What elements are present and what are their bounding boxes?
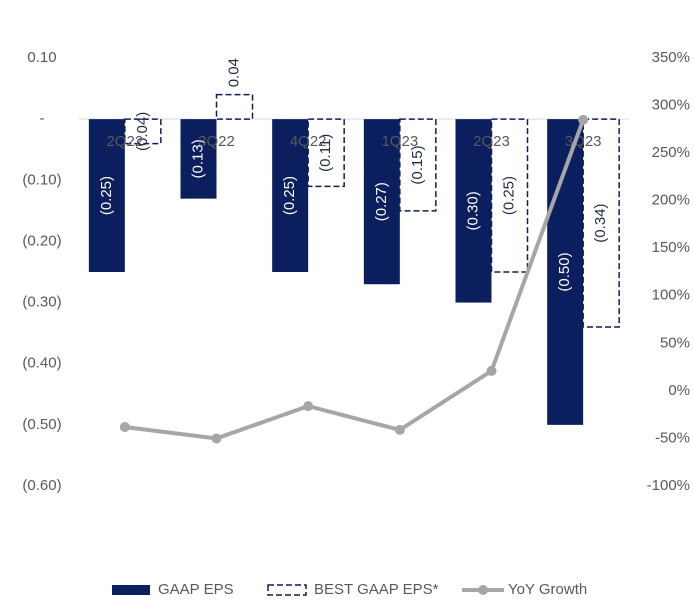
y-tick-label: (0.20) bbox=[22, 232, 61, 249]
y-tick-label: (0.30) bbox=[22, 294, 61, 311]
x-tick-label: 1Q23 bbox=[381, 133, 418, 150]
x-tick-label: 3Q23 bbox=[565, 133, 602, 150]
x-tick-label: 2Q22 bbox=[106, 133, 143, 150]
y2-tick-label: -50% bbox=[655, 429, 690, 446]
point bbox=[394, 424, 405, 435]
data-label: (0.04) bbox=[134, 112, 151, 151]
y-tick-label: - bbox=[40, 110, 45, 127]
point bbox=[303, 401, 314, 412]
bar bbox=[88, 119, 125, 273]
x-tick-label: 3Q22 bbox=[198, 133, 235, 150]
legend: GAAP EPS BEST GAAP EPS* YoY Growth bbox=[112, 581, 587, 598]
y-tick-label: (0.40) bbox=[22, 355, 61, 372]
line bbox=[124, 119, 586, 441]
bar bbox=[455, 119, 492, 303]
y2-tick-label: 150% bbox=[652, 239, 690, 256]
data-label: (0.25) bbox=[281, 176, 298, 215]
y2-tick-label: 350% bbox=[652, 49, 690, 66]
y2-tick-label: 250% bbox=[652, 144, 690, 161]
y2-tick-label: 200% bbox=[652, 192, 690, 209]
x-tick-label: 4Q22 bbox=[290, 133, 327, 150]
y2-tick-label: -100% bbox=[647, 477, 690, 494]
data-label: (0.27) bbox=[373, 182, 390, 221]
point bbox=[211, 433, 222, 444]
y-tick-label: 0.10 bbox=[27, 49, 56, 66]
data-label: 0.04 bbox=[225, 58, 242, 87]
y-tick-label: (0.10) bbox=[22, 171, 61, 188]
y-tick-label: (0.60) bbox=[22, 477, 61, 494]
data-label: (0.25) bbox=[500, 176, 517, 215]
bar bbox=[363, 119, 400, 285]
y2-tick-label: 300% bbox=[652, 97, 690, 114]
y2-tick-label: 0% bbox=[668, 382, 690, 399]
bar bbox=[399, 118, 437, 212]
legend-swatch bbox=[112, 585, 150, 595]
legend-swatch bbox=[267, 584, 307, 596]
data-label: (0.25) bbox=[98, 176, 115, 215]
point bbox=[119, 422, 130, 433]
data-label: (0.11) bbox=[317, 134, 334, 172]
y-tick-label: (0.50) bbox=[22, 416, 61, 433]
data-label: (0.13) bbox=[189, 139, 206, 178]
legend-label: BEST GAAP EPS* bbox=[314, 581, 439, 598]
legend-label: GAAP EPS bbox=[158, 581, 234, 598]
y2-tick-label: 100% bbox=[652, 287, 690, 304]
data-label: (0.30) bbox=[464, 191, 481, 230]
legend-swatch bbox=[478, 585, 488, 595]
bar bbox=[307, 118, 345, 188]
bar bbox=[180, 119, 217, 199]
bar bbox=[582, 118, 620, 328]
bar bbox=[124, 118, 162, 145]
bar bbox=[272, 119, 309, 273]
data-label: (0.34) bbox=[592, 203, 609, 242]
data-label: (0.50) bbox=[556, 252, 573, 291]
legend-label: YoY Growth bbox=[508, 581, 587, 598]
point bbox=[578, 114, 589, 125]
bar bbox=[490, 118, 529, 273]
point bbox=[486, 365, 497, 376]
data-label: (0.15) bbox=[409, 145, 426, 184]
x-tick-label: 2Q23 bbox=[473, 133, 510, 150]
y2-tick-label: 50% bbox=[660, 334, 690, 351]
bar bbox=[215, 93, 254, 120]
